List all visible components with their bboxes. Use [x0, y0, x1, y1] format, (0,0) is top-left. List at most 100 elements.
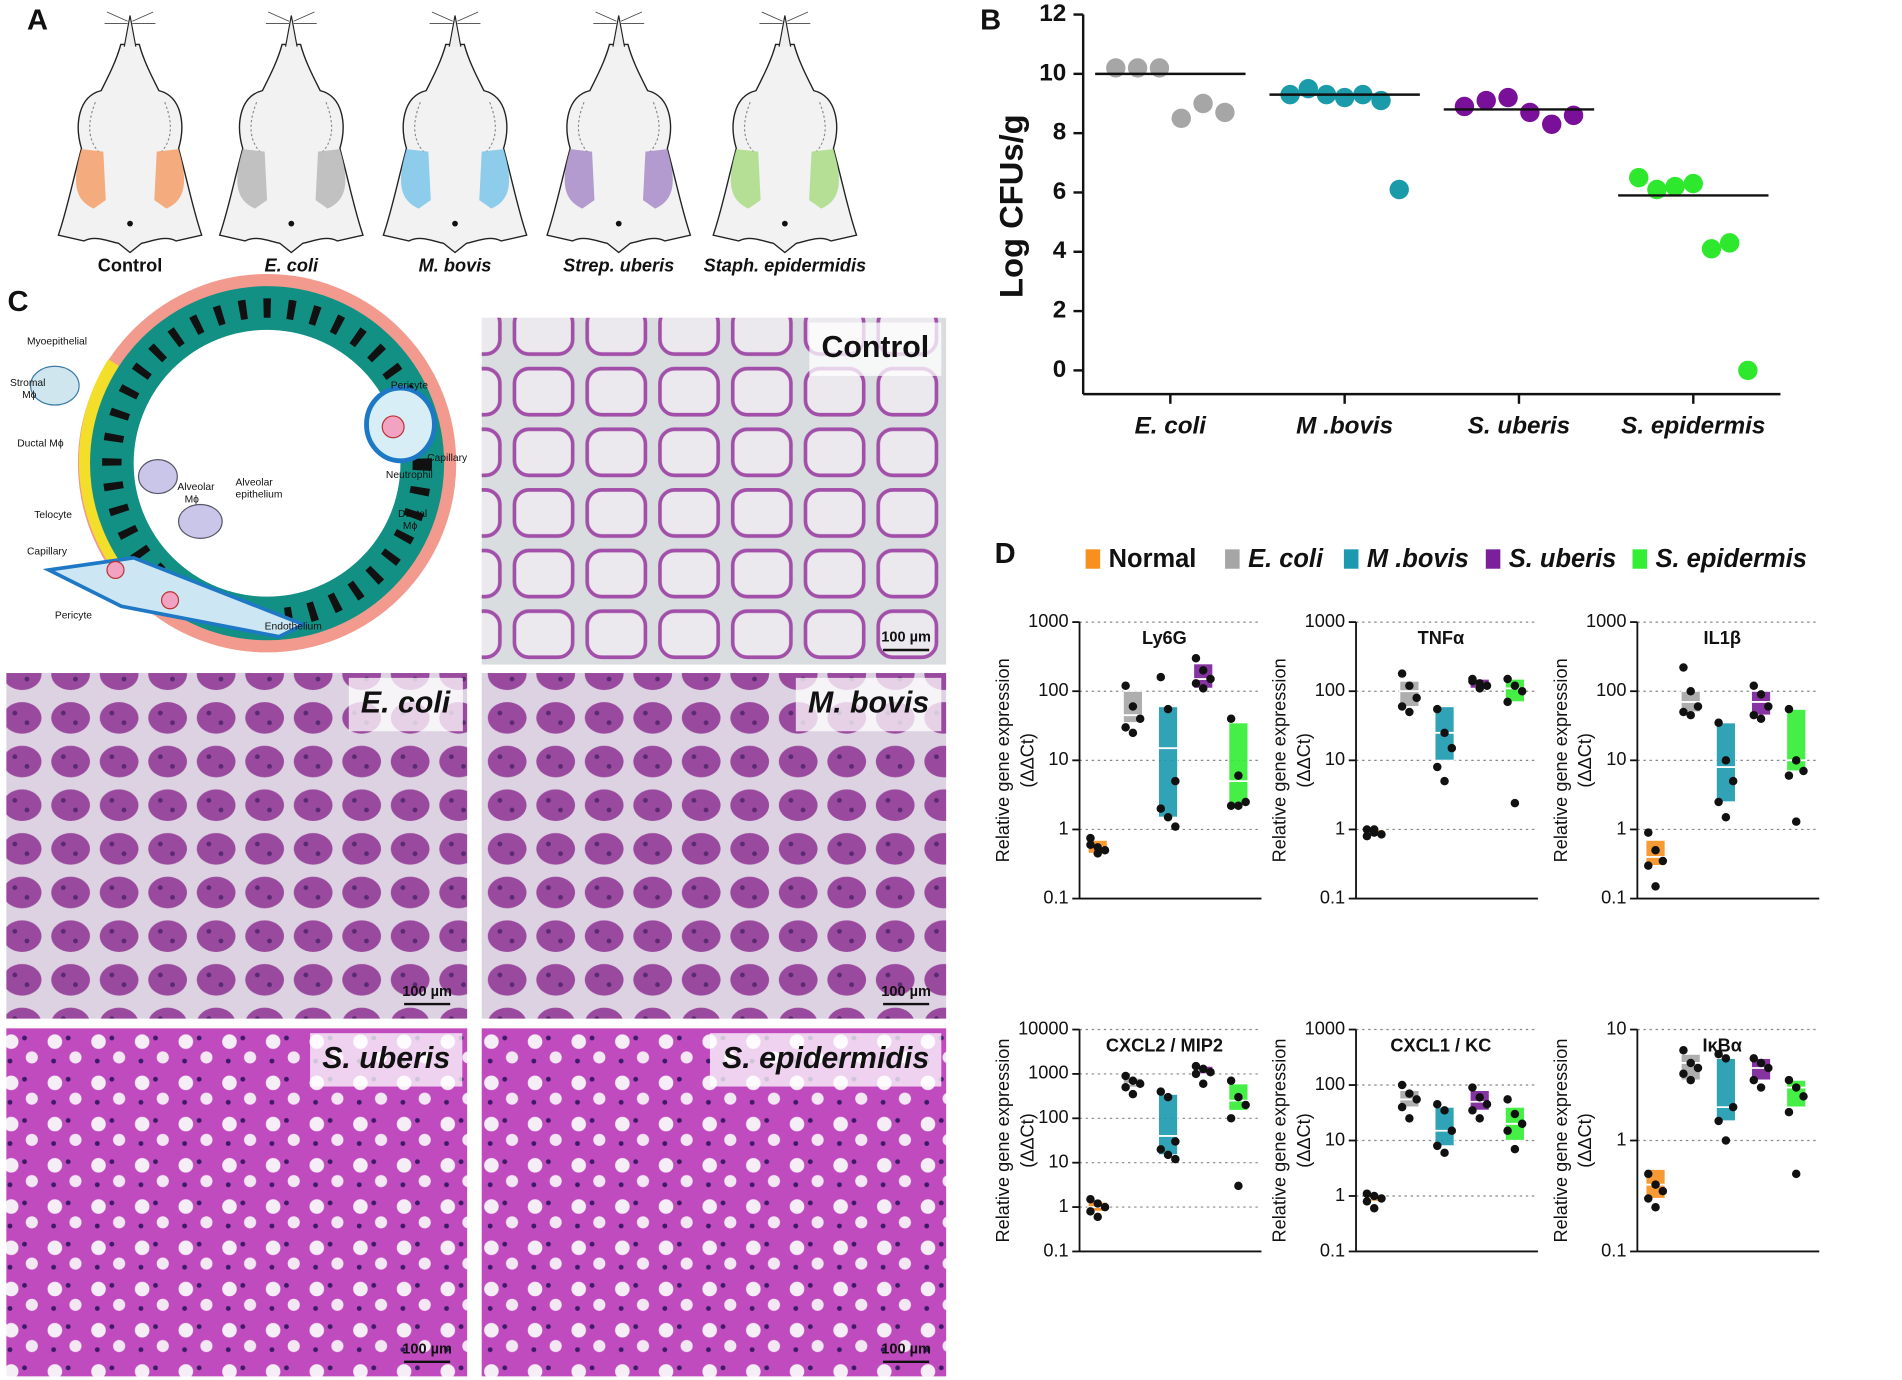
data-point — [1121, 1083, 1130, 1092]
y-tick-label: 1000 — [1586, 611, 1626, 631]
data-point — [1468, 674, 1477, 684]
data-point — [1482, 681, 1492, 690]
data-point — [1405, 681, 1414, 690]
erythrocyte — [106, 560, 125, 580]
data-point — [1447, 1126, 1457, 1135]
box — [1715, 1057, 1737, 1122]
data-point — [1503, 674, 1512, 684]
legend-label: S. uberis — [1509, 545, 1617, 573]
image-label: Control — [821, 331, 929, 364]
data-point — [1412, 693, 1421, 703]
data-point — [1510, 1144, 1520, 1154]
data-point — [1433, 704, 1442, 714]
mammary-gland — [642, 149, 673, 209]
data-point — [1405, 707, 1414, 717]
diagram-label: Neutrophil — [386, 470, 433, 481]
data-point — [1784, 1107, 1794, 1117]
panel-letter: A — [27, 5, 48, 37]
neutrophil — [381, 415, 405, 439]
data-point — [1764, 702, 1773, 711]
y-tick-label: 1000 — [1305, 1018, 1345, 1038]
data-point — [1799, 766, 1808, 776]
diagram-label: Ductal — [398, 509, 427, 520]
diagram-label: Mϕ — [22, 390, 37, 401]
mammary-gland — [315, 149, 346, 209]
data-point — [1629, 167, 1649, 188]
panel-d: D Normal E. coli M .bovis S. uberis S. epider… — [993, 538, 1820, 1260]
data-point — [1198, 1079, 1208, 1089]
y-tick-label: 10 — [1325, 1129, 1345, 1149]
panel-letter: B — [980, 5, 1001, 37]
data-point — [1728, 1102, 1738, 1112]
mouse-label: M. bovis — [419, 256, 492, 276]
data-point — [1701, 239, 1722, 259]
data-point — [1191, 653, 1201, 663]
data-point — [1206, 1067, 1215, 1077]
data-point — [1651, 846, 1660, 855]
y-axis-label: (ΔΔCt) — [1017, 733, 1037, 788]
data-point — [1128, 702, 1138, 711]
x-tick-label: S. epidermis — [1621, 412, 1765, 439]
diagram-label: Capillary — [27, 546, 68, 557]
box — [1228, 722, 1249, 807]
diagram-label: Capillary — [427, 453, 468, 464]
data-point — [1156, 1087, 1166, 1096]
data-point — [1093, 1212, 1102, 1222]
data-point — [1686, 1075, 1695, 1085]
y-axis-label: Relative gene expression — [1270, 658, 1290, 862]
mouse-drawing — [57, 11, 203, 254]
label-background — [809, 322, 942, 376]
data-point — [1468, 1106, 1477, 1115]
y-tick-label: 1 — [1335, 1185, 1345, 1205]
data-point — [1728, 776, 1738, 786]
mouse-label: Staph. epidermidis — [704, 256, 867, 276]
data-point — [1121, 1071, 1130, 1081]
data-point — [1749, 1054, 1759, 1063]
data-point — [1693, 702, 1703, 711]
data-point — [1241, 1100, 1250, 1110]
data-point — [1100, 846, 1110, 855]
alveolar-macrophage — [177, 503, 223, 540]
scale-label: 100 µm — [881, 630, 931, 646]
mammary-gland — [479, 149, 510, 209]
data-point — [1389, 179, 1409, 200]
diagram-label: Mϕ — [403, 521, 418, 532]
data-point — [1135, 714, 1145, 723]
data-point — [1721, 813, 1731, 822]
data-point — [1362, 825, 1372, 834]
data-point — [1135, 1079, 1145, 1089]
legend-label: Normal — [1109, 545, 1197, 573]
data-point — [1397, 669, 1407, 678]
y-tick-label: 2 — [1053, 296, 1067, 323]
x-tick-label: S. uberis — [1468, 412, 1570, 439]
mouse-label: Strep. uberis — [563, 256, 674, 276]
data-point — [1756, 714, 1766, 723]
data-point — [1644, 1169, 1653, 1179]
y-tick-label: 8 — [1053, 119, 1067, 146]
y-axis-label: Relative gene expression — [1551, 1038, 1571, 1242]
data-point — [1749, 710, 1759, 720]
data-point — [1362, 1189, 1372, 1198]
mouse-drawing — [382, 11, 528, 254]
data-point — [1433, 1100, 1442, 1109]
data-point — [1171, 1137, 1180, 1146]
data-point — [1397, 702, 1407, 711]
y-tick-label: 100 — [1315, 680, 1345, 700]
data-point — [1121, 681, 1130, 690]
data-point — [1679, 707, 1688, 717]
data-point — [1241, 797, 1250, 807]
data-point — [1093, 843, 1102, 852]
data-point — [1749, 681, 1759, 690]
data-point — [1679, 1069, 1688, 1078]
data-point — [1086, 840, 1095, 850]
y-tick-label: 1 — [1335, 818, 1345, 838]
data-point — [1191, 1061, 1201, 1071]
subplot-title: TNFα — [1418, 628, 1465, 648]
y-tick-label: 1 — [1616, 1129, 1626, 1149]
data-point — [1171, 108, 1191, 129]
data-point — [1377, 1194, 1386, 1203]
y-axis-label: (ΔΔCt) — [1017, 1113, 1037, 1168]
data-point — [1714, 718, 1723, 727]
panel-a: A Control E. coli M. bovis Strep. uberis Stap… — [27, 5, 866, 276]
